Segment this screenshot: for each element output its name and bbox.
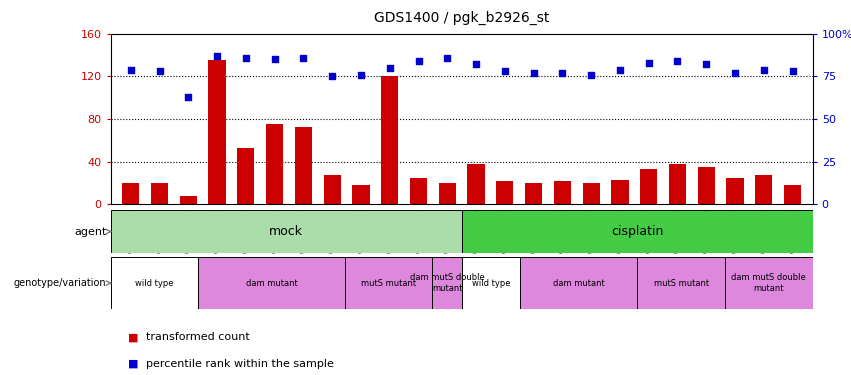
Bar	[410, 178, 427, 204]
Bar	[669, 164, 686, 204]
Text: percentile rank within the sample: percentile rank within the sample	[146, 359, 334, 369]
Text: ■: ■	[128, 333, 138, 342]
Point	[268, 56, 282, 62]
Text: mutS mutant: mutS mutant	[654, 279, 709, 288]
Point	[757, 67, 771, 73]
Bar	[352, 185, 369, 204]
Point	[642, 60, 655, 66]
Bar	[237, 148, 254, 204]
Text: dam mutant: dam mutant	[553, 279, 604, 288]
Text: wild type: wild type	[135, 279, 174, 288]
Bar	[640, 169, 657, 204]
Point	[152, 68, 166, 74]
Bar	[461, 210, 813, 253]
Text: dam mutant: dam mutant	[246, 279, 297, 288]
Text: mutS mutant: mutS mutant	[361, 279, 416, 288]
Point	[181, 94, 195, 100]
Bar	[583, 183, 600, 204]
Bar	[698, 167, 715, 204]
Bar	[461, 257, 520, 309]
Bar	[180, 196, 197, 204]
Point	[556, 70, 569, 76]
Bar	[123, 183, 140, 204]
Point	[585, 72, 598, 78]
Text: mock: mock	[269, 225, 303, 238]
Text: agent: agent	[74, 226, 106, 237]
Bar	[554, 181, 571, 204]
Bar	[198, 257, 345, 309]
Bar	[111, 257, 198, 309]
Point	[700, 62, 713, 68]
Point	[124, 67, 138, 73]
Bar	[520, 257, 637, 309]
Text: ■: ■	[128, 359, 138, 369]
Point	[297, 55, 311, 61]
Bar	[525, 183, 542, 204]
Point	[527, 70, 540, 76]
Point	[412, 58, 426, 64]
Bar	[294, 126, 312, 204]
Bar	[266, 124, 283, 204]
Point	[383, 65, 397, 71]
Point	[239, 55, 253, 61]
Point	[441, 55, 454, 61]
Text: genotype/variation: genotype/variation	[14, 278, 106, 288]
Bar	[725, 257, 813, 309]
Text: GDS1400 / pgk_b2926_st: GDS1400 / pgk_b2926_st	[374, 11, 550, 26]
Bar	[438, 183, 456, 204]
Bar	[323, 174, 340, 204]
Bar	[345, 257, 432, 309]
Point	[469, 62, 483, 68]
Point	[498, 68, 511, 74]
Point	[354, 72, 368, 78]
Bar	[611, 180, 629, 204]
Point	[210, 53, 224, 59]
Bar	[151, 183, 168, 204]
Bar	[755, 174, 773, 204]
Point	[325, 74, 339, 80]
Bar	[637, 257, 725, 309]
Bar	[727, 178, 744, 204]
Bar	[208, 60, 226, 204]
Bar	[467, 164, 485, 204]
Bar	[111, 210, 461, 253]
Text: transformed count: transformed count	[146, 333, 250, 342]
Point	[785, 68, 799, 74]
Bar	[784, 185, 801, 204]
Bar	[381, 76, 398, 204]
Point	[613, 67, 626, 73]
Point	[728, 70, 742, 76]
Text: dam mutS double
mutant: dam mutS double mutant	[409, 273, 484, 293]
Text: wild type: wild type	[471, 279, 510, 288]
Bar	[496, 181, 513, 204]
Bar	[432, 257, 461, 309]
Text: cisplatin: cisplatin	[611, 225, 664, 238]
Point	[671, 58, 684, 64]
Text: dam mutS double
mutant: dam mutS double mutant	[732, 273, 806, 293]
